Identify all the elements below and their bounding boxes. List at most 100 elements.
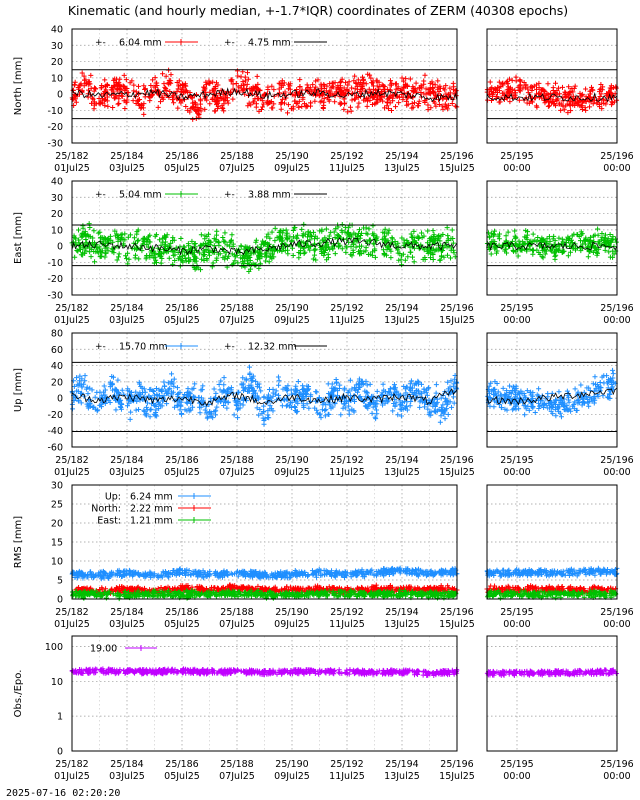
kinematic-point	[425, 107, 431, 113]
legend-value: 6.04 mm	[119, 38, 162, 49]
kinematic-point	[310, 82, 316, 88]
kinematic-point	[213, 257, 219, 263]
x-tick-label: 25/184	[110, 151, 143, 162]
kinematic-point	[399, 262, 405, 268]
y-tick-label: -20	[47, 274, 63, 285]
kinematic-point	[206, 80, 212, 86]
kinematic-point	[136, 256, 142, 262]
kinematic-point	[261, 421, 267, 427]
x-tick-label: 25/186	[165, 607, 198, 618]
x-tick-date: 13Jul25	[384, 163, 420, 174]
kinematic-point	[391, 382, 397, 388]
y-axis-label: North [mm]	[13, 57, 24, 116]
x-tick-label: 25/192	[330, 455, 363, 466]
kinematic-point	[92, 394, 98, 400]
x-tick-label: 25/188	[220, 455, 253, 466]
x-tick-label: 25/196	[440, 455, 473, 466]
kinematic-point	[230, 96, 236, 102]
chart-title: Kinematic (and hourly median, +-1.7*IQR)…	[68, 3, 568, 18]
x-tick-date: 03Jul25	[109, 315, 145, 326]
kinematic-point	[78, 81, 84, 87]
kinematic-point	[425, 102, 431, 108]
kinematic-point	[277, 90, 283, 96]
kinematic-point	[276, 382, 282, 388]
kinematic-point	[256, 108, 262, 114]
kinematic-point	[443, 83, 449, 89]
kinematic-point	[410, 254, 416, 260]
kinematic-point-zoom	[572, 386, 578, 392]
kinematic-point	[447, 85, 453, 91]
kinematic-point	[372, 101, 378, 107]
kinematic-point-zoom	[586, 403, 592, 409]
y-tick-label: -20	[47, 410, 63, 421]
kinematic-point	[166, 255, 172, 261]
y-tick-label: 0	[57, 242, 63, 253]
x-tick-label: 25/190	[275, 303, 308, 314]
kinematic-point	[197, 410, 203, 416]
kinematic-point	[142, 389, 148, 395]
x-tick-date: 01Jul25	[54, 315, 90, 326]
kinematic-point-zoom	[558, 414, 564, 420]
kinematic-point-zoom	[491, 404, 497, 410]
legend-marker: +-	[224, 38, 235, 48]
kinematic-point	[409, 100, 415, 106]
x-tick-label: 25/192	[330, 607, 363, 618]
kinematic-point-zoom	[553, 80, 559, 86]
x-tick-label: 25/190	[275, 455, 308, 466]
kinematic-point	[99, 85, 105, 91]
kinematic-point	[103, 96, 109, 102]
kinematic-point	[92, 259, 98, 265]
kinematic-point	[312, 252, 318, 258]
y-tick-label: 40	[51, 25, 63, 36]
kinematic-point	[374, 388, 380, 394]
kinematic-point	[389, 80, 395, 86]
kinematic-point	[212, 108, 218, 114]
kinematic-point	[280, 82, 286, 88]
x-tick-date: 15Jul25	[439, 163, 475, 174]
y-tick-label: 0	[57, 595, 63, 606]
legend-marker: +-	[224, 190, 235, 200]
kinematic-point	[123, 256, 129, 262]
x-tick-label: 25/192	[330, 151, 363, 162]
x-tick-date: 07Jul25	[219, 163, 255, 174]
kinematic-point	[387, 95, 393, 101]
x-tick-date: 01Jul25	[54, 163, 90, 174]
y-tick-label: 20	[51, 519, 63, 530]
kinematic-point	[359, 74, 365, 80]
kinematic-point	[116, 100, 122, 106]
kinematic-point	[369, 410, 375, 416]
kinematic-point	[148, 83, 154, 89]
x-tick-date: 11Jul25	[329, 163, 365, 174]
kinematic-point	[70, 406, 76, 412]
kinematic-point	[150, 77, 156, 83]
kinematic-point	[396, 257, 402, 263]
kinematic-point	[385, 106, 391, 112]
kinematic-point	[374, 94, 380, 100]
kinematic-point	[285, 102, 291, 108]
kinematic-point	[261, 101, 267, 107]
kinematic-point	[265, 87, 271, 93]
kinematic-point	[449, 100, 455, 106]
kinematic-point	[206, 252, 212, 258]
kinematic-point	[369, 102, 375, 108]
kinematic-point	[315, 77, 321, 83]
kinematic-point	[312, 236, 318, 242]
kinematic-point	[171, 100, 177, 106]
kinematic-point	[127, 80, 133, 86]
kinematic-point	[178, 235, 184, 241]
kinematic-point	[387, 100, 393, 106]
kinematic-point	[131, 82, 137, 88]
x-tick-label: 25/184	[110, 303, 143, 314]
kinematic-point	[428, 105, 434, 111]
legend-marker: +-	[224, 342, 235, 352]
kinematic-point	[276, 80, 282, 86]
kinematic-point	[388, 107, 394, 113]
kinematic-point	[246, 100, 252, 106]
kinematic-point	[136, 407, 142, 413]
kinematic-point	[228, 77, 234, 83]
x-tick-date: 11Jul25	[329, 315, 365, 326]
kinematic-point	[307, 85, 313, 91]
kinematic-point	[88, 254, 94, 260]
kinematic-point	[365, 98, 371, 104]
kinematic-point	[304, 82, 310, 88]
